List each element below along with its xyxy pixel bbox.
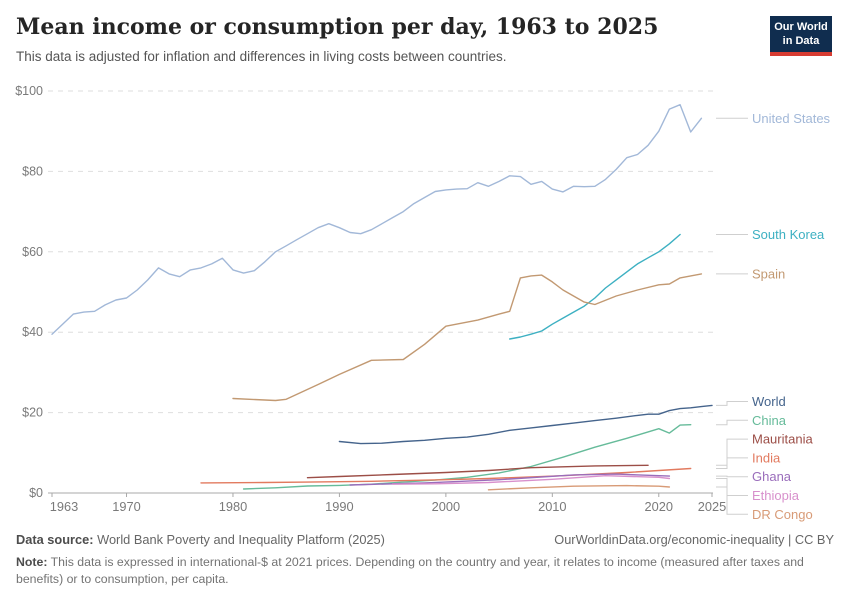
series-label-china[interactable]: China [752, 413, 787, 428]
note: Note: This data is expressed in internat… [16, 554, 834, 588]
series-line-south-korea[interactable] [509, 233, 681, 340]
line-chart: $0 $20 $40 $60 $80 $100 1963 1970 1980 1990 2000 20… [15, 84, 831, 522]
series-label-spain[interactable]: Spain [752, 266, 785, 281]
x-tick-label-2020: 2020 [645, 499, 673, 514]
note-text: This data is expressed in international-… [16, 555, 804, 587]
y-tick-label-60: $60 [22, 245, 43, 259]
x-tick-label-2025: 2025 [698, 499, 726, 514]
series-label-mauritania[interactable]: Mauritania [752, 432, 813, 447]
label-connector-india [716, 457, 748, 469]
y-tick-label-0: $0 [29, 486, 43, 500]
series-label-united-states[interactable]: United States [752, 111, 831, 126]
credit-link[interactable]: OurWorldinData.org/economic-inequality |… [554, 532, 834, 547]
owid-logo-line1: Our World [774, 21, 828, 33]
label-connector-mauritania [716, 438, 748, 466]
data-source-label: Data source: [16, 532, 94, 547]
label-connector-dr-congo [716, 486, 748, 515]
x-tick-label-1980: 1980 [219, 499, 247, 514]
data-source-text: World Bank Poverty and Inequality Platfo… [97, 532, 385, 547]
owid-logo[interactable]: Our World in Data [770, 16, 832, 56]
x-tick-label-1970: 1970 [112, 499, 140, 514]
series-label-ghana[interactable]: Ghana [752, 469, 792, 484]
series-label-india[interactable]: India [752, 450, 781, 465]
y-tick-label-80: $80 [22, 164, 43, 178]
label-connector-ghana [716, 475, 748, 478]
series-line-india[interactable] [200, 467, 692, 484]
chart-header: Mean income or consumption per day, 1963… [16, 14, 740, 66]
series-label-dr-congo[interactable]: DR Congo [752, 507, 813, 522]
y-tick-label-40: $40 [22, 325, 43, 339]
source-row: Data source: World Bank Poverty and Ineq… [16, 531, 834, 548]
series-line-mauritania[interactable] [306, 464, 649, 479]
data-source: Data source: World Bank Poverty and Ineq… [16, 531, 385, 548]
series-label-ethiopia[interactable]: Ethiopia [752, 488, 800, 503]
x-tick-label-2000: 2000 [432, 499, 460, 514]
y-tick-label-100: $100 [15, 84, 43, 98]
series-line-dr-congo[interactable] [487, 484, 671, 491]
page-title: Mean income or consumption per day, 1963… [16, 14, 659, 40]
chart-footer: Data source: World Bank Poverty and Ineq… [16, 531, 834, 589]
series-line-china[interactable] [242, 424, 692, 490]
y-tick-label-20: $20 [22, 406, 43, 420]
series-label-south-korea[interactable]: South Korea [752, 227, 825, 242]
series-label-world[interactable]: World [752, 394, 786, 409]
x-tick-label-1990: 1990 [325, 499, 353, 514]
series-line-ghana[interactable] [349, 473, 671, 486]
series-line-united-states[interactable] [51, 104, 703, 335]
series-line-spain[interactable] [232, 273, 703, 402]
x-tick-label-2010: 2010 [538, 499, 566, 514]
x-tick-label-1963: 1963 [50, 499, 78, 514]
series-line-world[interactable] [338, 404, 713, 445]
owid-logo-line2: in Data [782, 35, 820, 48]
chart-subtitle: This data is adjusted for inflation and … [16, 49, 507, 65]
label-connector-china [716, 419, 748, 426]
series-line-ethiopia[interactable] [391, 475, 671, 485]
label-connector-world [716, 401, 748, 406]
note-label: Note: [16, 555, 48, 570]
